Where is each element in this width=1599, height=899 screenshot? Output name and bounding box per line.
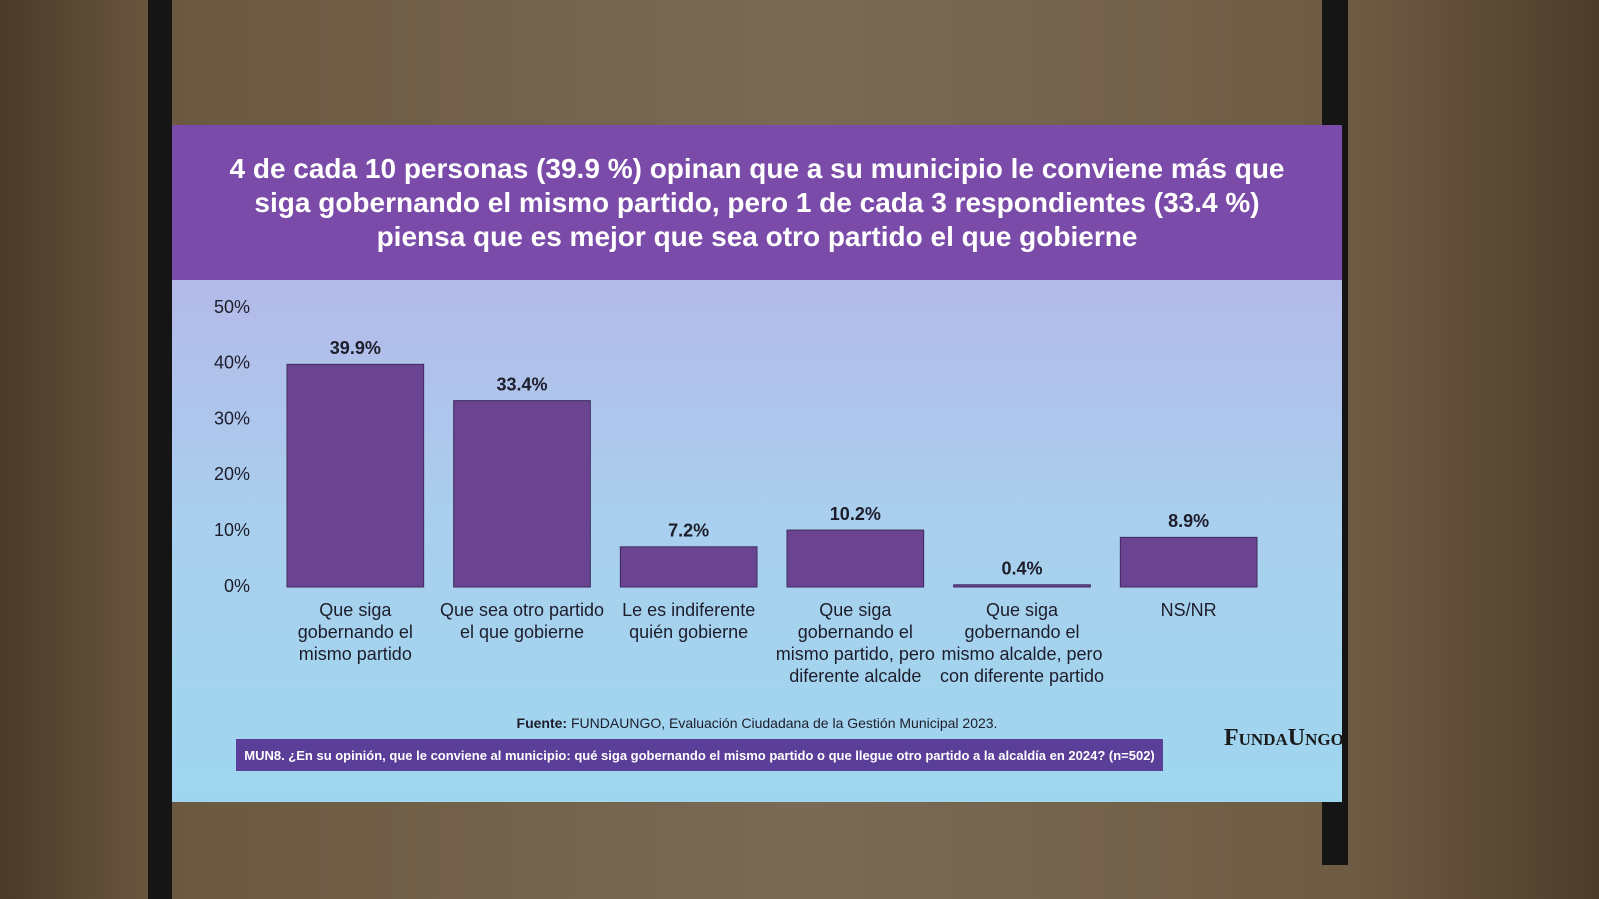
logo: FundaUngo [1224,725,1342,751]
chart-title: 4 de cada 10 personas (39.9 %) opinan qu… [229,152,1285,252]
x-tick-label: Le es indiferente quién gobierne [622,600,756,642]
value-label: 7.2% [668,521,709,541]
x-tick-label: NS/NR [1160,600,1217,620]
y-tick-label: 40% [214,353,250,373]
bar [1119,536,1258,588]
source: Fuente: FUNDAUNGO, Evaluación Ciudadana … [172,715,1342,731]
y-tick-label: 0% [224,576,250,596]
value-label: 39.9% [330,338,381,358]
slide: 4 de cada 10 personas (39.9 %) opinan qu… [172,125,1342,802]
value-label: 0.4% [1001,559,1042,579]
source-label: Fuente: [516,715,568,731]
y-tick-label: 20% [214,464,250,484]
x-tick-label: Que sea otro partido el que gobierne [439,600,605,642]
x-tick-label: Que siga gobernando el mismo alcalde, pe… [939,600,1105,686]
x-tick-label: Que siga gobernando el mismo partido [297,600,413,664]
screen-frame [148,0,172,899]
y-tick-label: 10% [214,520,250,540]
y-tick-label: 50% [214,297,250,317]
value-label: 10.2% [830,504,881,524]
bar [286,363,425,588]
question-note: MUN8. ¿En su opinión, que le conviene al… [236,739,1163,771]
bar [786,529,925,588]
title-band: 4 de cada 10 personas (39.9 %) opinan qu… [172,125,1342,280]
x-tick-label: Que siga gobernando el mismo partido, pe… [775,600,935,686]
source-text: FUNDAUNGO, Evaluación Ciudadana de la Ge… [571,715,998,731]
y-tick-label: 30% [214,408,250,428]
chart: 0% 10% 20% 30% 40% 50% 39.9% 33.4% 7.2% 10.2% 0.4%… [214,297,1258,596]
bar [953,584,1091,588]
value-label: 8.9% [1168,511,1209,531]
value-label: 33.4% [496,374,547,394]
bar [453,400,591,588]
bar [619,546,758,588]
